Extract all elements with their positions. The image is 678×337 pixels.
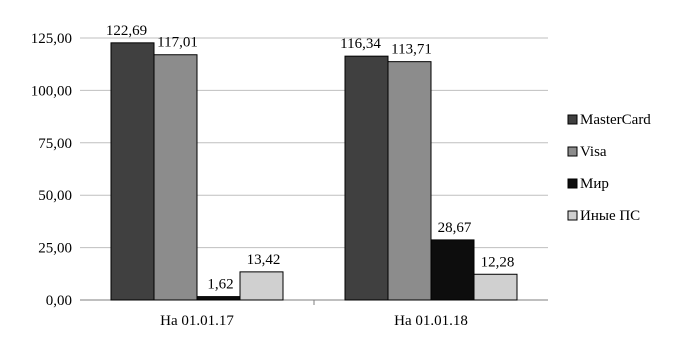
y-tick-label: 50,00 — [38, 188, 72, 204]
data-labels: 122,69 117,01 1,62 13,42 116,34 113,71 28,67 12… — [106, 23, 515, 293]
bar-mastercard — [110, 42, 155, 301]
data-label: 12,28 — [481, 254, 515, 270]
y-tick-label: 0,00 — [46, 293, 72, 309]
legend-label: Visa — [580, 144, 607, 160]
y-tick-label: 100,00 — [31, 83, 72, 99]
x-category-label: На 01.01.17 — [160, 313, 234, 329]
bars — [110, 42, 518, 301]
bar-иные-пс — [239, 271, 284, 301]
bar-mastercard — [344, 55, 389, 301]
legend-label: Мир — [580, 176, 609, 192]
data-label: 116,34 — [340, 36, 381, 52]
data-label: 117,01 — [157, 35, 198, 51]
bar-visa — [153, 54, 198, 301]
legend-swatch — [567, 210, 578, 221]
bar-мир — [430, 239, 475, 301]
y-tick-label: 25,00 — [38, 241, 72, 257]
legend-swatch — [567, 114, 578, 125]
bar-visa — [387, 61, 432, 301]
legend-label: Иные ПС — [580, 208, 640, 224]
x-category-label: На 01.01.18 — [394, 313, 468, 329]
data-label: 28,67 — [438, 220, 472, 236]
legend-label: MasterCard — [580, 112, 651, 128]
axes: 0,00 25,00 50,00 75,00 100,00 125,00 На 01.01.… — [31, 31, 548, 329]
data-label: 113,71 — [391, 42, 432, 58]
bar-мир — [196, 296, 241, 301]
y-tick-label: 125,00 — [31, 31, 72, 47]
y-tick-label: 75,00 — [38, 136, 72, 152]
legend-swatch — [567, 146, 578, 157]
data-label: 122,69 — [106, 23, 147, 39]
legend: MasterCard Visa Мир Иные ПС — [567, 112, 651, 224]
legend-swatch — [567, 178, 578, 189]
bar-иные-пс — [473, 273, 518, 301]
data-label: 13,42 — [247, 252, 281, 268]
data-label: 1,62 — [207, 277, 233, 293]
